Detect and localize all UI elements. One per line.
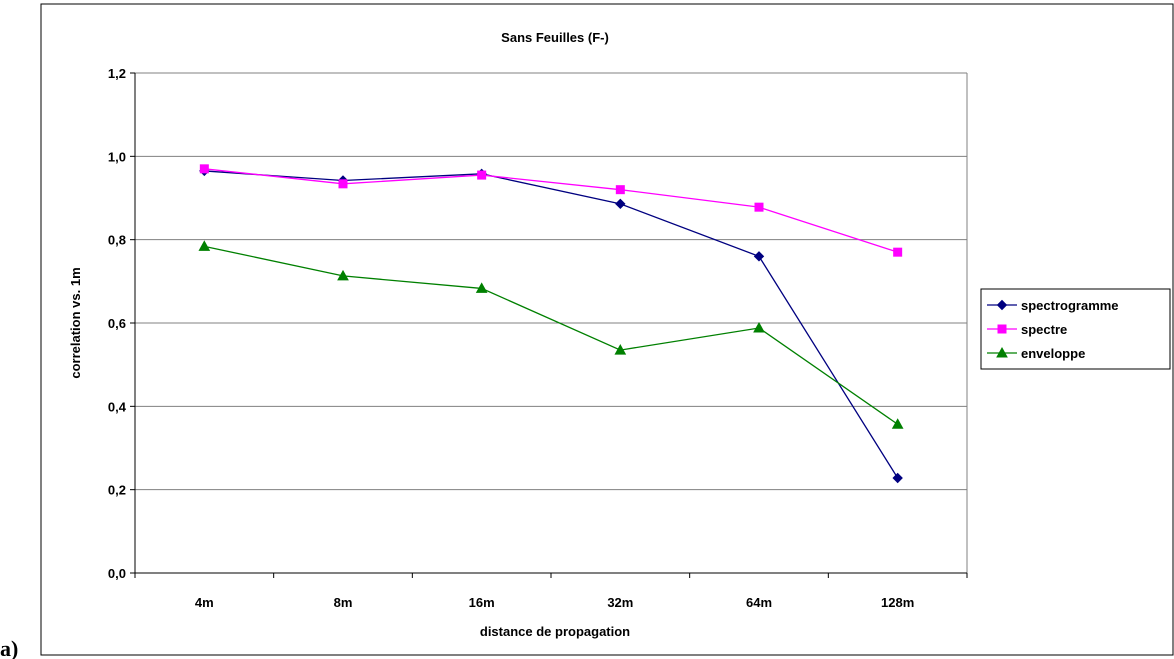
series-line-spectrogramme [204,170,899,479]
data-point-enveloppe [614,344,627,355]
data-point-spectrogramme [753,251,765,262]
y-tick-label: 0,2 [108,483,126,498]
data-point-spectre [199,164,209,174]
x-tick-label: 4m [195,595,214,610]
panel-label: a) [0,636,19,659]
data-point-spectre [893,247,903,257]
chart-title: Sans Feuilles (F-) [501,30,609,45]
legend: spectrogramme spectre enveloppe [980,288,1171,370]
y-tick-label: 0,0 [108,566,126,581]
data-point-enveloppe [337,269,349,281]
data-point-spectre [338,179,348,189]
legend-label-enveloppe: enveloppe [1021,346,1085,361]
data-point-spectrogramme [892,472,903,484]
y-tick-label: 0,4 [108,399,127,414]
legend-marker-spectre [997,324,1007,334]
data-point-spectrogramme [615,198,626,210]
x-tick-label: 8m [334,595,353,610]
legend-marker-enveloppe [996,346,1008,358]
legend-label-spectrogramme: spectrogramme [1021,298,1119,313]
plot-area: 0,0 0,2 0,4 0,6 0,8 1,0 1,2 4m 8m 16m 32m 64m 128m [108,66,968,610]
series-line-enveloppe [204,245,899,425]
data-point-enveloppe [475,282,488,293]
x-tick-label: 128m [881,595,914,610]
data-point-spectre [754,202,764,212]
x-tick-label: 32m [607,595,633,610]
data-point-spectre [477,170,487,180]
x-tick-label: 64m [746,595,772,610]
data-point-enveloppe [891,418,904,429]
legend-label-spectre: spectre [1021,322,1067,337]
y-tick-label: 0,6 [108,316,126,331]
x-axis-title: distance de propagation [480,624,630,639]
y-axis-title: correlation vs. 1m [68,267,83,378]
y-tick-label: 1,2 [108,66,126,81]
data-point-spectre [615,185,625,195]
y-tick-label: 1,0 [108,149,126,164]
series-line-spectre [204,168,898,253]
y-tick-label: 0,8 [108,233,126,248]
data-point-enveloppe [198,240,211,251]
legend-marker-spectrogramme [996,299,1008,311]
data-point-enveloppe [753,321,765,333]
x-tick-label: 16m [469,595,495,610]
